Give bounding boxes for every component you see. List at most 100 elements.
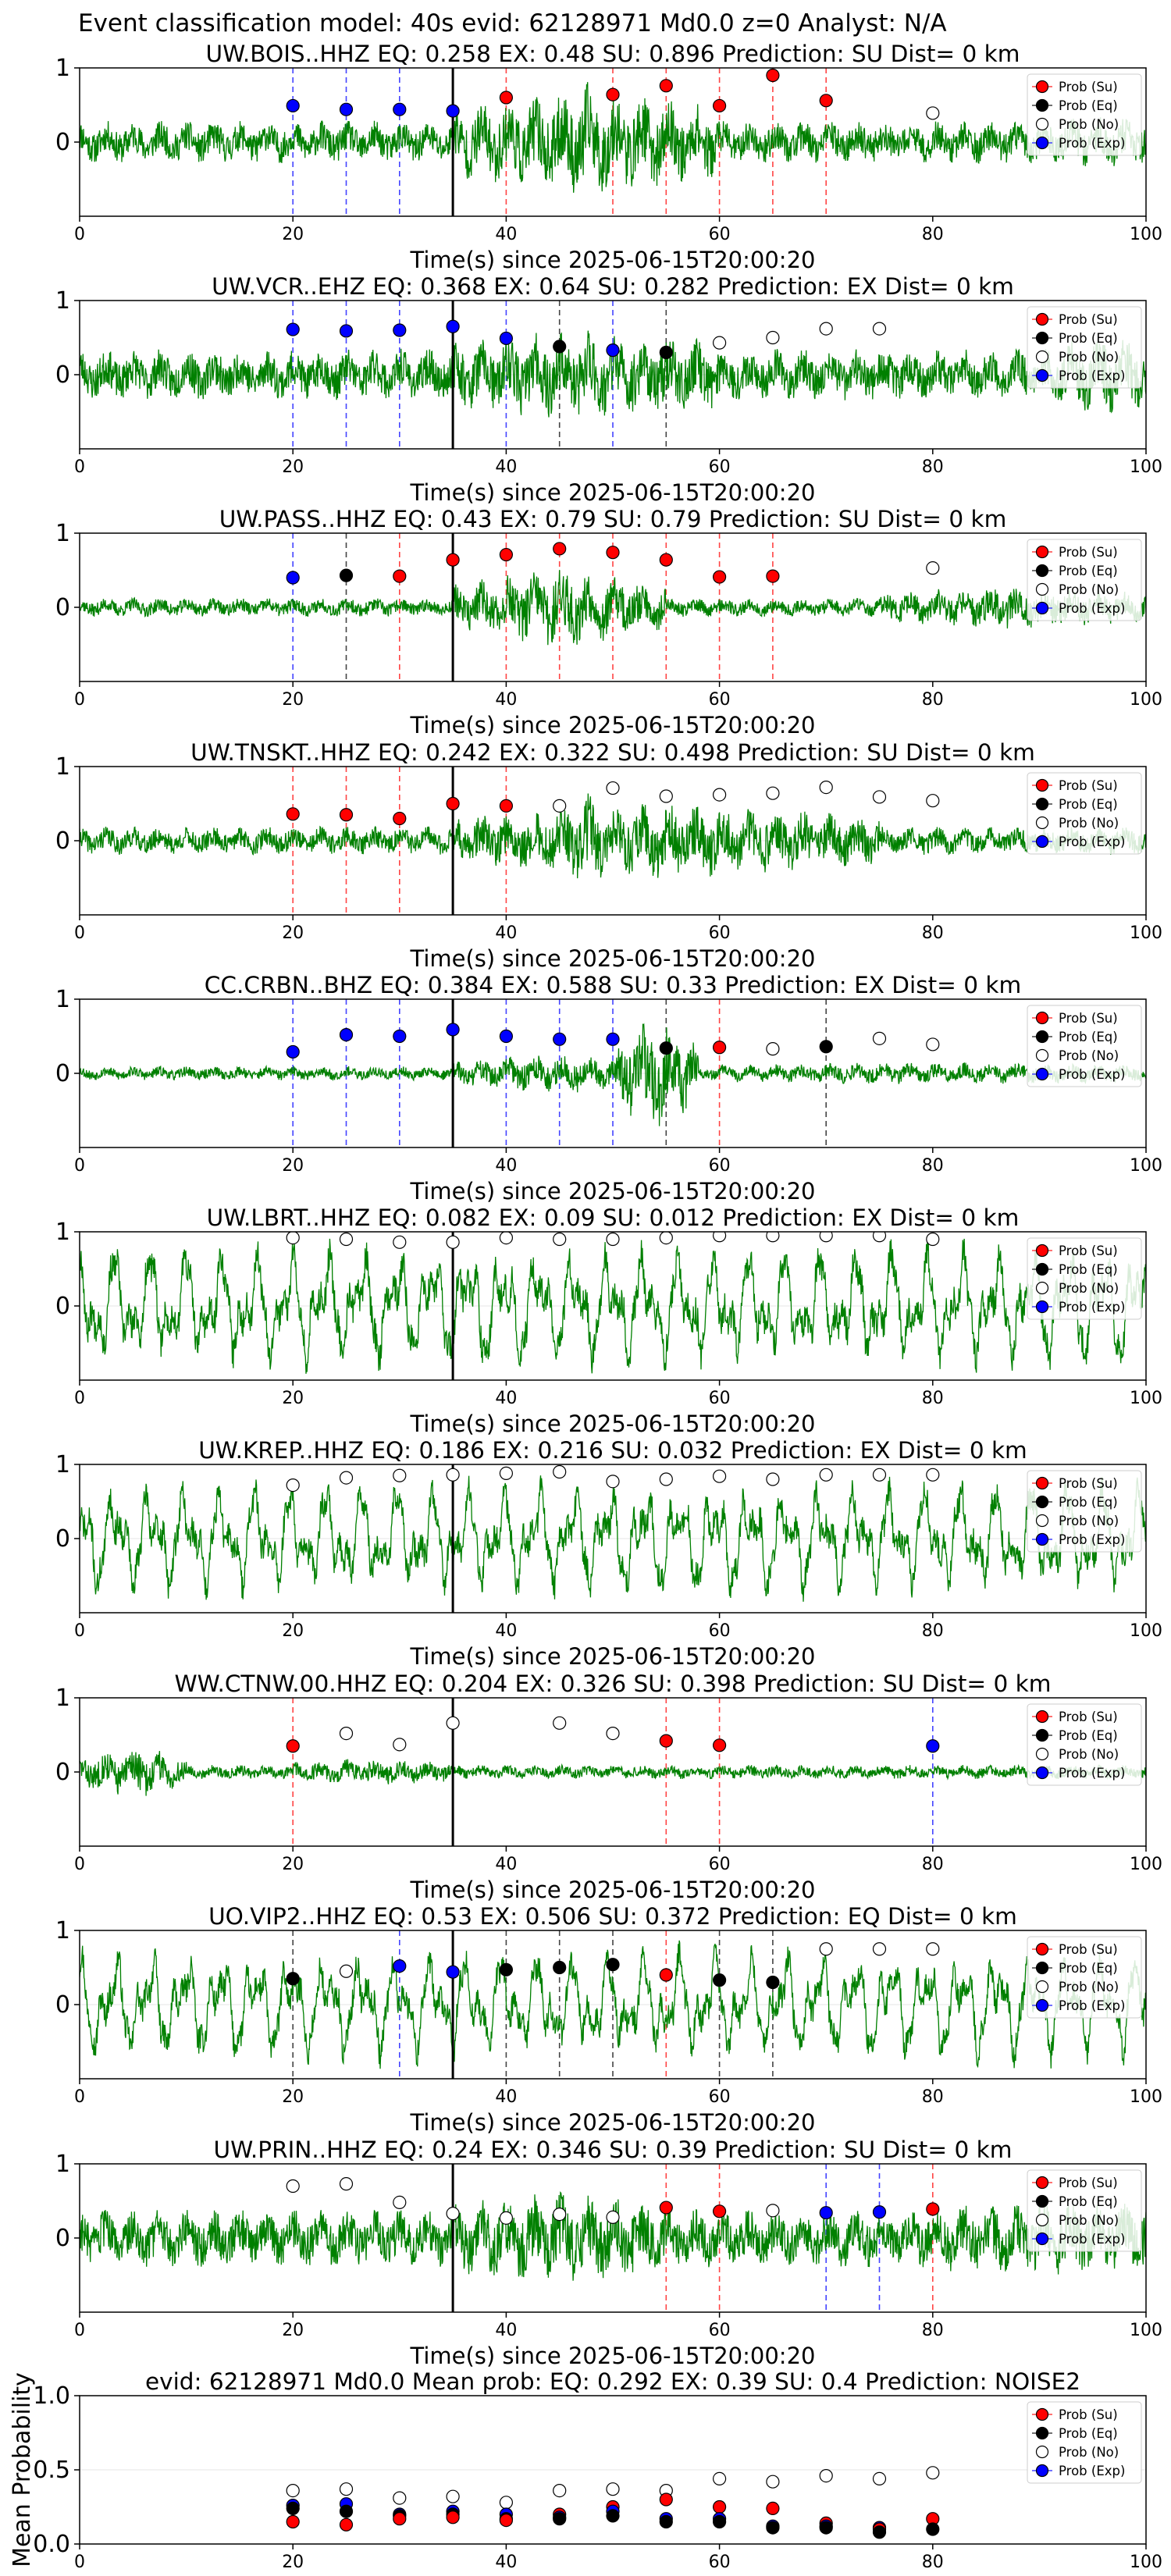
x-tick-label: 40 <box>495 225 517 244</box>
legend-marker-su <box>1035 2407 1049 2421</box>
legend-marker-su <box>1035 80 1049 94</box>
panel-title: UW.TNSKT..HHZ EQ: 0.242 EX: 0.322 SU: 0.… <box>190 739 1035 766</box>
legend-label-exp: Prob (Exp) <box>1059 1067 1125 1082</box>
prob-marker-no <box>926 106 940 120</box>
prob-marker-eq <box>712 2514 727 2529</box>
x-tick-label: 0 <box>74 457 85 477</box>
waveform-trace <box>80 82 1146 193</box>
x-tick-label: 60 <box>709 923 731 943</box>
legend-marker-su <box>1035 778 1049 792</box>
prob-marker-su <box>712 1738 727 1752</box>
waveform-trace <box>80 1940 1146 2069</box>
prob-marker-exp <box>499 331 514 346</box>
prob-marker-no <box>606 1727 620 1741</box>
prob-marker-exp <box>286 571 300 585</box>
panel-3: UW.PASS..HHZ EQ: 0.43 EX: 0.79 SU: 0.79 … <box>55 506 1162 738</box>
legend-marker-exp <box>1035 1998 1049 2012</box>
x-tick-label: 80 <box>922 1156 944 1176</box>
prob-marker-su <box>393 811 407 826</box>
legend: Prob (Su) Prob (Eq) Prob (No) Prob (Exp) <box>1027 1005 1142 1087</box>
y-tick-label: 0.0 <box>33 2531 70 2558</box>
panel-9: UO.VIP2..HHZ EQ: 0.53 EX: 0.506 SU: 0.37… <box>55 1903 1162 2136</box>
legend-label-eq: Prob (Eq) <box>1059 331 1118 346</box>
x-axis-label: Time(s) since 2025-06-15T20:00:20 <box>410 945 816 972</box>
prob-marker-eq <box>606 2509 620 2523</box>
prob-marker-no <box>819 2469 833 2483</box>
x-tick-label: 20 <box>282 457 304 477</box>
legend-label-exp: Prob (Exp) <box>1059 2232 1125 2247</box>
prob-marker-no <box>819 322 833 336</box>
prob-marker-no <box>286 1478 300 1493</box>
legend-marker-no <box>1035 1747 1049 1761</box>
x-tick-label: 100 <box>1130 2321 1162 2340</box>
legend-label-no: Prob (No) <box>1059 1747 1119 1762</box>
legend-marker-no <box>1035 2213 1049 2227</box>
legend-label-eq: Prob (Eq) <box>1059 2194 1118 2209</box>
x-tick-label: 60 <box>709 1156 731 1176</box>
legend-frame <box>1027 772 1142 855</box>
x-tick-label: 60 <box>709 225 731 244</box>
prob-marker-no <box>872 322 887 336</box>
prob-marker-eq <box>872 2525 887 2539</box>
panel-title: UO.VIP2..HHZ EQ: 0.53 EX: 0.506 SU: 0.37… <box>208 1903 1017 1930</box>
legend-marker-exp <box>1035 2464 1049 2478</box>
legend-marker-exp <box>1035 1532 1049 1546</box>
prob-marker-no <box>499 2496 514 2510</box>
prob-marker-exp <box>286 98 300 113</box>
prob-marker-no <box>499 1232 513 1245</box>
prob-marker-no <box>393 1235 407 1249</box>
legend-marker-eq <box>1035 797 1049 811</box>
prob-marker-eq <box>819 1040 833 1054</box>
x-tick-label: 100 <box>1130 1855 1162 1874</box>
x-tick-label: 0 <box>74 1156 85 1176</box>
prob-marker-exp <box>393 1959 407 1973</box>
prob-marker-eq <box>659 1041 673 1055</box>
prob-marker-no <box>712 336 727 350</box>
legend-label-exp: Prob (Exp) <box>1059 1532 1125 1547</box>
legend-label-no: Prob (No) <box>1059 2445 1119 2460</box>
prob-marker-no <box>819 1468 833 1482</box>
prob-marker-no <box>872 1942 887 1956</box>
panel-5: CC.CRBN..BHZ EQ: 0.384 EX: 0.588 SU: 0.3… <box>55 972 1162 1204</box>
prob-marker-su <box>766 569 780 583</box>
prob-marker-exp <box>446 1023 460 1037</box>
x-tick-label: 40 <box>495 923 517 943</box>
y-tick-label: 1 <box>55 520 70 547</box>
x-tick-label: 0 <box>74 923 85 943</box>
legend-marker-exp <box>1035 834 1049 849</box>
x-tick-label: 80 <box>922 1389 944 1408</box>
legend: Prob (Su) Prob (Eq) Prob (No) Prob (Exp) <box>1027 306 1142 389</box>
prob-marker-eq <box>659 2514 673 2529</box>
plot-area <box>80 2164 1146 2312</box>
legend-label-exp: Prob (Exp) <box>1059 1300 1125 1315</box>
prob-marker-su <box>659 79 673 93</box>
waveform-trace <box>80 1238 1146 1374</box>
x-tick-label: 0 <box>74 690 85 710</box>
prob-marker-no <box>339 2482 354 2496</box>
x-tick-label: 20 <box>282 1156 304 1176</box>
y-tick-label: 1 <box>55 55 70 82</box>
legend-marker-su <box>1035 1942 1049 1956</box>
prob-marker-no <box>286 1232 300 1245</box>
legend-marker-eq <box>1035 564 1049 578</box>
x-tick-label: 20 <box>282 1621 304 1641</box>
x-tick-label: 80 <box>922 690 944 710</box>
legend-label-su: Prob (Su) <box>1059 545 1118 560</box>
prob-marker-no <box>393 2491 407 2505</box>
waveform-trace <box>80 793 1146 879</box>
prob-marker-no <box>446 2207 460 2221</box>
x-axis-label: Time(s) since 2025-06-15T20:00:20 <box>410 1877 816 1903</box>
prob-marker-no <box>926 1232 940 1247</box>
prob-marker-no <box>286 2484 300 2498</box>
prob-marker-eq <box>286 1972 300 1986</box>
prob-marker-no <box>766 786 780 800</box>
x-tick-label: 100 <box>1130 1621 1162 1641</box>
x-tick-label: 80 <box>922 457 944 477</box>
y-tick-label: 1 <box>55 1917 70 1944</box>
legend-label-su: Prob (Su) <box>1059 1244 1118 1258</box>
legend: Prob (Su) Prob (Eq) Prob (No) Prob (Exp) <box>1027 772 1142 855</box>
x-tick-label: 80 <box>922 2553 944 2572</box>
x-tick-label: 100 <box>1130 2087 1162 2107</box>
